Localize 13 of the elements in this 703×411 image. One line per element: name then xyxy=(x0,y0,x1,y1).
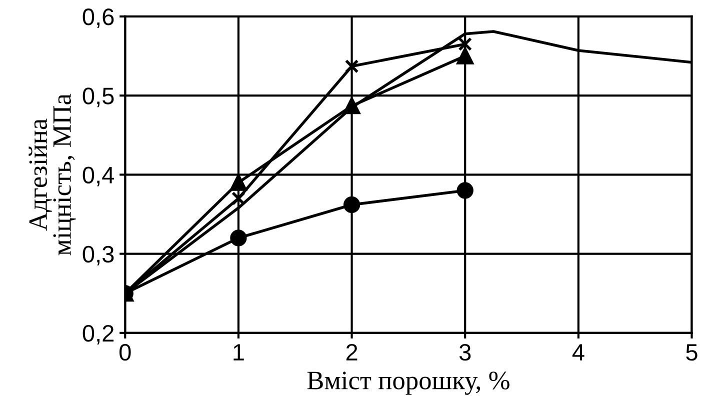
y-tick-label: 0,5 xyxy=(82,88,114,108)
x-tick-label: 1 xyxy=(234,344,244,360)
x-tick-label: 5 xyxy=(686,344,698,361)
x-tick-label: 0 xyxy=(119,344,131,361)
y-tick-label: 0,2 xyxy=(82,324,114,344)
y-tick-label: 0,4 xyxy=(82,166,114,186)
x-tick-label: 3 xyxy=(459,344,471,361)
y-tick-label: 0,6 xyxy=(82,8,114,28)
x-tick-label: 2 xyxy=(346,344,358,360)
x-axis-title: Вміст порошку, % xyxy=(307,372,510,395)
y-axis-title: Адгезійна міцність, МПа xyxy=(28,94,76,256)
x-tick-label: 4 xyxy=(572,344,584,360)
y-tick-label: 0,3 xyxy=(82,246,114,266)
